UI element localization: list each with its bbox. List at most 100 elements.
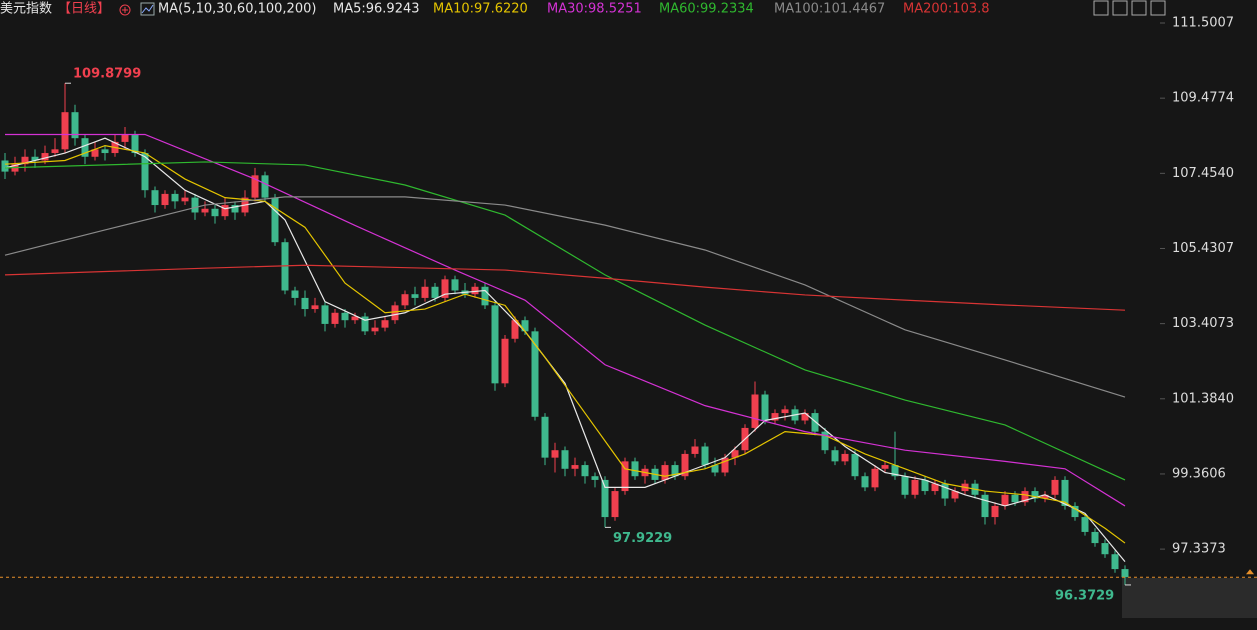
tool-button[interactable]: [1112, 0, 1128, 16]
indicator-icon[interactable]: [140, 2, 155, 16]
candle-body: [841, 453, 849, 462]
extreme-label: 109.8799: [73, 67, 141, 82]
candle-body: [831, 450, 839, 462]
y-tick-label: 101.3840: [1172, 391, 1234, 406]
candle-body: [871, 468, 879, 488]
y-tick-label: 111.5007: [1172, 16, 1234, 31]
candle-body: [821, 431, 829, 451]
candle-body: [381, 320, 389, 328]
legend-entry: MA200:103.8: [903, 2, 990, 17]
candle-body: [751, 394, 759, 428]
candle-body: [601, 479, 609, 518]
y-tick-label: 103.4073: [1172, 316, 1234, 331]
candle-body: [1041, 494, 1049, 499]
candle-body: [421, 286, 429, 298]
candle-body: [431, 286, 439, 298]
settings-icon[interactable]: [119, 4, 131, 16]
candle-body: [401, 294, 409, 306]
candle-body: [681, 453, 689, 477]
candle-body: [1021, 491, 1029, 503]
ma-line: [4, 196, 1126, 398]
candle-body: [71, 112, 79, 139]
candle-body: [161, 193, 169, 206]
candle-body: [1051, 479, 1059, 495]
candle-body: [1121, 569, 1129, 578]
candle-body: [1081, 517, 1089, 532]
legend-entry: MA10:97.6220: [433, 2, 528, 17]
candle-body: [761, 394, 769, 421]
candle-body: [231, 205, 239, 213]
candle-body: [51, 149, 59, 154]
candle-body: [541, 416, 549, 458]
candle-body: [581, 465, 589, 477]
candle-body: [811, 413, 819, 432]
candle-body: [1031, 491, 1039, 499]
toolbar: [1093, 0, 1166, 16]
candle-body: [271, 197, 279, 243]
candle-body: [331, 312, 339, 324]
chart-title: 美元指数: [0, 2, 52, 17]
last-price-arrow: [1246, 569, 1254, 575]
candle-body: [411, 294, 419, 298]
candle-body: [991, 505, 999, 518]
settings-icon-plus: [122, 7, 128, 13]
candle-body: [391, 305, 399, 321]
candle-body: [1111, 554, 1119, 570]
candle-body: [1091, 531, 1099, 544]
candle-body: [1001, 494, 1009, 506]
indicator-label: MA(5,10,30,60,100,200): [158, 2, 316, 17]
tool-button[interactable]: [1131, 0, 1147, 16]
candle-body: [61, 112, 69, 150]
candle-body: [361, 316, 369, 332]
candle-body: [901, 476, 909, 495]
candle-body: [371, 327, 379, 332]
candle-body: [861, 476, 869, 488]
candle-body: [321, 305, 329, 324]
ma-line: [4, 137, 1126, 563]
candle-body: [121, 134, 129, 142]
candle-body: [911, 479, 919, 495]
ma-line: [4, 144, 1126, 544]
candle-body: [311, 305, 319, 310]
candle-body: [181, 197, 189, 202]
candle-body: [1, 160, 9, 172]
candle-body: [711, 465, 719, 473]
candle-body: [151, 190, 159, 206]
candle-body: [621, 461, 629, 492]
candle-body: [301, 297, 309, 310]
candle-body: [931, 483, 939, 492]
candle-body: [631, 461, 639, 477]
y-tick-label: 99.3606: [1172, 466, 1226, 481]
candle-body: [721, 457, 729, 473]
tool-button[interactable]: [1093, 0, 1109, 16]
candle-body: [91, 149, 99, 157]
candle-body: [471, 286, 479, 295]
candle-body: [501, 338, 509, 384]
candle-body: [691, 446, 699, 454]
candle-body: [771, 413, 779, 421]
candle-body: [881, 465, 889, 469]
candle-body: [101, 149, 109, 154]
candle-body: [701, 446, 709, 466]
candle-body: [141, 153, 149, 191]
blurred-area: [1122, 578, 1257, 618]
candle-body: [511, 320, 519, 339]
candle-body: [981, 494, 989, 518]
tool-button[interactable]: [1150, 0, 1166, 16]
legend-entry: MA5:96.9243: [333, 2, 420, 17]
candle-body: [451, 279, 459, 291]
candle-body: [221, 205, 229, 217]
candle-body: [341, 312, 349, 321]
candle-body: [491, 305, 499, 384]
candle-body: [921, 479, 929, 492]
legend-entry: MA60:99.2334: [659, 2, 754, 17]
candle-body: [671, 465, 679, 477]
candle-body: [211, 208, 219, 217]
candle-body: [801, 413, 809, 421]
candle-body: [21, 156, 29, 165]
candle-body: [351, 316, 359, 321]
candle-body: [251, 175, 259, 198]
period[interactable]: 【日线】: [58, 2, 110, 17]
candle-body: [191, 197, 199, 213]
